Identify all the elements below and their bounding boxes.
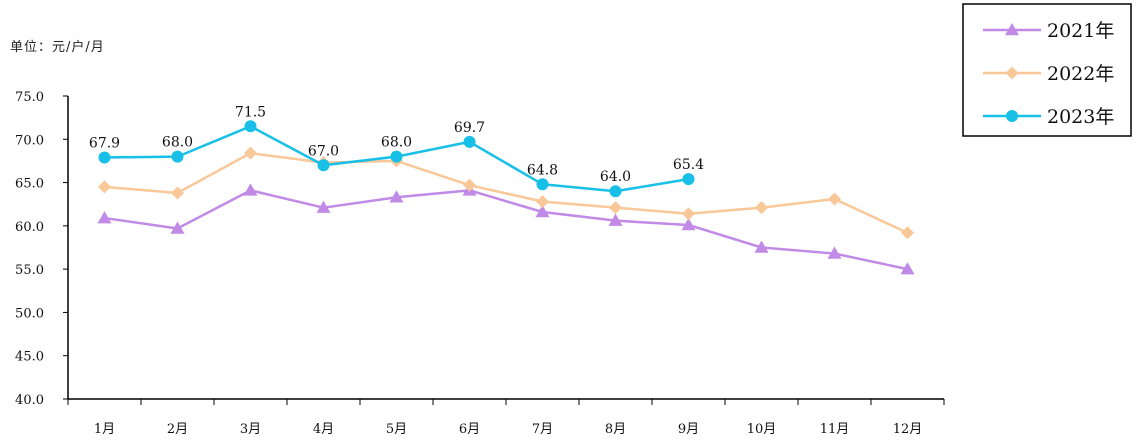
legend-box <box>962 3 1132 137</box>
legend-marker <box>1005 23 1019 36</box>
data-label: 64.0 <box>600 169 631 185</box>
y-tick-label: 40.0 <box>15 393 44 408</box>
legend-marker <box>1005 66 1019 80</box>
data-point <box>828 192 841 206</box>
data-point <box>463 135 476 148</box>
data-point <box>536 178 549 191</box>
data-point <box>682 207 695 221</box>
x-tick-label: 5月 <box>386 422 407 437</box>
x-tick-label: 9月 <box>678 422 699 437</box>
data-point <box>98 180 111 194</box>
data-point <box>98 151 111 164</box>
data-point <box>171 186 184 200</box>
data-label: 71.5 <box>235 104 266 120</box>
data-point <box>827 246 842 259</box>
data-point <box>317 159 330 172</box>
y-tick-label: 55.0 <box>15 263 44 278</box>
data-point <box>389 190 404 203</box>
data-labels: 67.9 68.0 71.5 67.0 68.0 69.7 64.8 64.0 65.4 <box>89 104 704 185</box>
legend-marker <box>1006 110 1018 122</box>
x-tick-label: 8月 <box>605 422 626 437</box>
data-point <box>755 201 768 215</box>
legend-label: 2022年 <box>1047 63 1114 85</box>
data-point <box>901 226 914 240</box>
data-point <box>900 262 915 275</box>
x-tick-label: 6月 <box>459 422 480 437</box>
x-tick-label: 7月 <box>532 422 553 437</box>
data-point <box>316 200 331 213</box>
data-label: 64.8 <box>527 162 558 178</box>
data-point <box>390 150 403 163</box>
data-point <box>754 240 769 253</box>
y-tick-label: 45.0 <box>15 350 44 365</box>
data-point <box>608 213 623 226</box>
y-tick-label: 60.0 <box>15 220 44 235</box>
series-2 <box>98 120 695 198</box>
legend-label: 2023年 <box>1047 106 1114 128</box>
data-point <box>681 217 696 231</box>
data-label: 65.4 <box>673 157 704 173</box>
data-label: 68.0 <box>162 135 193 151</box>
data-point <box>170 221 185 234</box>
legend-item: 2021年 <box>983 20 1114 42</box>
series-1 <box>98 146 914 240</box>
data-point <box>97 211 112 224</box>
axes: 40.0 45.0 50.0 55.0 60.0 65.0 70.0 75.0 1月 2月 3月 4月… <box>15 90 945 437</box>
legend-item: 2022年 <box>983 63 1114 85</box>
data-point <box>244 120 257 133</box>
y-tick-label: 70.0 <box>15 133 44 148</box>
series-0 <box>97 183 915 275</box>
legend-item: 2023年 <box>983 106 1114 128</box>
data-point <box>682 173 695 186</box>
series-line <box>104 189 908 271</box>
legend-label: 2021年 <box>1047 20 1114 42</box>
data-point <box>171 150 184 163</box>
unit-label: 单位：元/户/月 <box>10 40 105 55</box>
x-tick-label: 12月 <box>893 422 923 437</box>
data-point <box>536 195 549 209</box>
x-tick-label: 10月 <box>747 422 777 437</box>
data-point <box>535 205 550 218</box>
y-tick-label: 50.0 <box>15 306 44 321</box>
data-label: 67.9 <box>89 135 120 151</box>
y-tick-label: 75.0 <box>15 90 44 105</box>
data-label: 67.0 <box>308 143 339 159</box>
x-tick-label: 4月 <box>313 422 334 437</box>
data-label: 68.0 <box>381 135 412 151</box>
data-point <box>243 183 258 196</box>
y-tick-label: 65.0 <box>15 177 44 192</box>
legend: 2021年 2022年 2023年 <box>962 3 1132 137</box>
x-tick-label: 1月 <box>94 422 115 437</box>
data-point <box>609 201 622 215</box>
data-label: 69.7 <box>454 120 485 136</box>
x-tick-label: 11月 <box>820 422 850 437</box>
data-point <box>244 146 257 160</box>
x-tick-label: 3月 <box>240 422 261 437</box>
series-line <box>104 151 909 234</box>
data-point <box>463 178 476 192</box>
data-point <box>609 185 622 198</box>
x-tick-label: 2月 <box>167 422 188 437</box>
series-layer <box>97 120 915 275</box>
